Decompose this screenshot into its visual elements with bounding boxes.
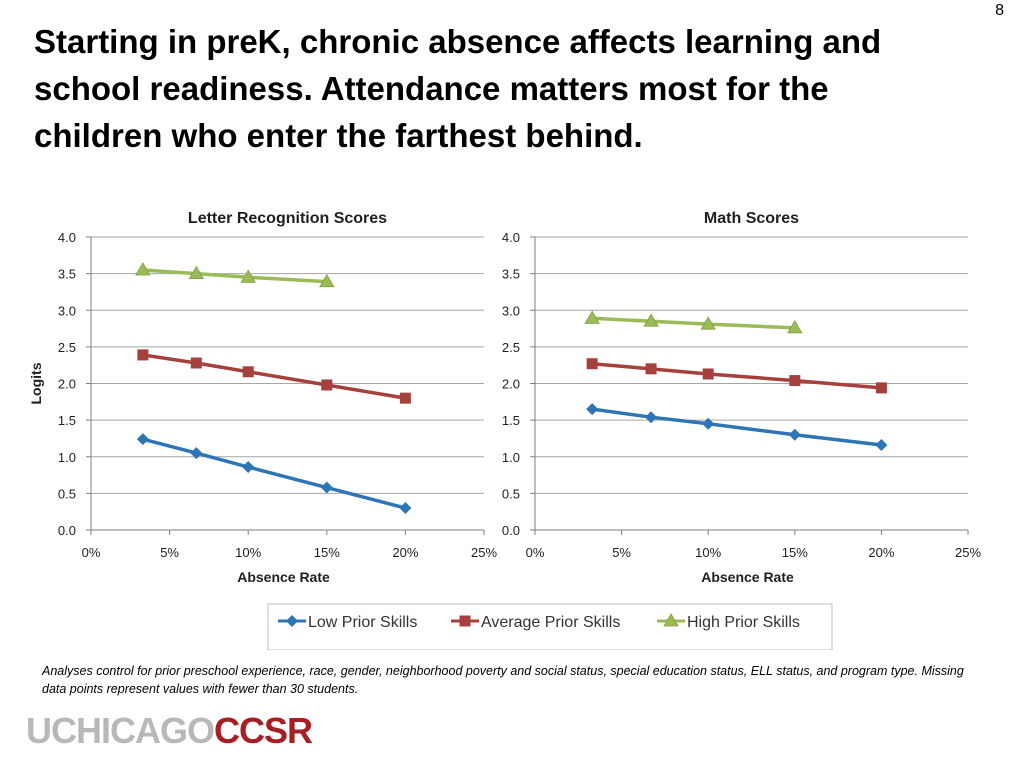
data-point-low [875, 439, 888, 452]
y-tick-label: 2.5 [58, 340, 76, 355]
series-line-average [592, 361, 882, 390]
legend-box [267, 603, 833, 650]
y-tick-label: 1.5 [502, 413, 520, 428]
data-point-average [399, 392, 411, 404]
data-point-high [135, 262, 151, 276]
x-tick-label: 15% [314, 545, 340, 560]
ccsr-logo: UCHICAGOCCSR [26, 710, 313, 752]
y-tick-label: 2.0 [58, 377, 76, 392]
y-tick-label: 3.5 [502, 267, 520, 282]
y-tick-label: 3.0 [502, 303, 520, 318]
data-point-average [586, 358, 598, 370]
chart-title: Math Scores [704, 210, 799, 227]
y-tick-label: 2.0 [502, 377, 520, 392]
x-axis-label: Absence Rate [237, 569, 330, 585]
data-point-high [643, 313, 659, 327]
data-point-low [702, 417, 715, 430]
x-tick-label: 15% [782, 545, 808, 560]
data-point-average [190, 357, 202, 369]
slide-number: 8 [995, 2, 1004, 19]
data-point-low [399, 502, 412, 515]
data-point-high [240, 269, 256, 283]
y-tick-label: 1.0 [58, 450, 76, 465]
data-point-low [788, 428, 801, 441]
data-point-average [321, 379, 333, 391]
series-line-high [142, 268, 327, 284]
data-point-low [190, 447, 203, 460]
data-point-low [242, 461, 255, 474]
y-tick-label: 3.0 [58, 303, 76, 318]
data-point-low [320, 481, 333, 494]
data-point-average [875, 382, 887, 394]
legend-marker-average [459, 615, 471, 627]
chart-title: Letter Recognition Scores [188, 210, 387, 227]
data-point-average [789, 375, 801, 387]
data-point-high [319, 273, 335, 288]
legend-label-low: Low Prior Skills [308, 614, 417, 631]
y-axis-label: Logits [28, 362, 44, 404]
data-point-low [586, 403, 599, 416]
legend-label-high: High Prior Skills [687, 614, 800, 631]
series-line-average [142, 353, 406, 400]
series-line-low [142, 437, 406, 510]
x-tick-label: 0% [526, 545, 545, 560]
y-tick-label: 0.5 [502, 486, 520, 501]
data-point-high [700, 316, 716, 330]
y-tick-label: 0.0 [502, 523, 520, 538]
y-tick-label: 0.5 [58, 486, 76, 501]
x-tick-label: 0% [82, 545, 101, 560]
legend-marker-low [286, 615, 298, 627]
data-point-average [702, 368, 714, 380]
data-point-high [787, 320, 803, 334]
x-tick-label: 5% [160, 545, 179, 560]
legend-marker-high [663, 613, 679, 627]
x-tick-label: 10% [235, 545, 261, 560]
data-point-average [137, 349, 149, 361]
logo-text-ccsr: CCSR [214, 710, 313, 751]
data-point-high [584, 310, 600, 324]
x-tick-label: 20% [392, 545, 418, 560]
y-tick-label: 3.5 [58, 267, 76, 282]
data-point-average [645, 363, 657, 375]
data-point-low [136, 433, 149, 446]
logo-text-uchicago: UCHICAGO [26, 710, 215, 751]
math-scores-chart: Math Scores 0.0 0.5 1.0 1.5 2.0 2.5 3.0 3.5 4.0 0%… [502, 210, 982, 585]
series-line-high [592, 316, 795, 330]
y-tick-label: 1.0 [502, 450, 520, 465]
x-tick-label: 25% [471, 545, 497, 560]
data-point-high [188, 265, 205, 280]
y-tick-label: 4.0 [502, 230, 520, 245]
x-tick-label: 20% [868, 545, 894, 560]
y-tick-label: 1.5 [58, 413, 76, 428]
footnote: Analyses control for prior preschool exp… [42, 664, 964, 696]
data-point-low [645, 411, 658, 424]
series-line-low [591, 407, 882, 447]
x-axis-label: Absence Rate [701, 569, 794, 585]
y-tick-label: 4.0 [58, 230, 76, 245]
charts-area: Letter Recognition Scores 0.0 0.5 1.0 1.5 2.0… [28, 210, 982, 650]
data-point-average [242, 366, 254, 378]
slide-title: Starting in preK, chronic absence affect… [34, 23, 882, 154]
legend-label-average: Average Prior Skills [481, 614, 620, 631]
x-tick-label: 5% [612, 545, 631, 560]
x-tick-label: 10% [695, 545, 721, 560]
y-tick-label: 0.0 [58, 523, 76, 538]
x-tick-label: 25% [955, 545, 981, 560]
chart-legend: Low Prior Skills Average Prior Skills High… [267, 603, 833, 650]
y-tick-label: 2.5 [502, 340, 520, 355]
letter-recognition-chart: Letter Recognition Scores 0.0 0.5 1.0 1.5 2.0… [28, 210, 497, 585]
